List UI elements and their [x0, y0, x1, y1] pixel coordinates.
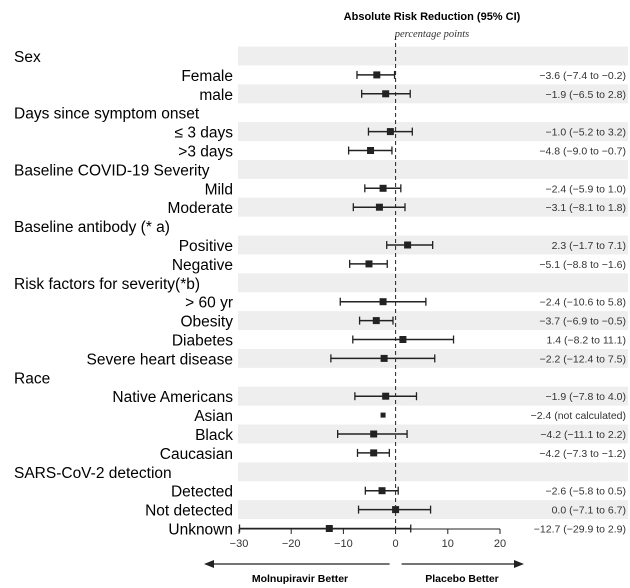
subgroup-label: Obesity	[180, 314, 233, 331]
group-header-label: Baseline COVID-19 Severity	[14, 162, 210, 179]
ci-text: −2.4 (not calculated)	[531, 410, 626, 422]
row-band	[238, 500, 628, 520]
subgroup-label: Female	[181, 68, 233, 85]
point-estimate	[370, 449, 378, 457]
footer-left-label: Molnupiravir Better	[252, 573, 348, 585]
x-tick-label: 20	[494, 538, 506, 550]
row-band	[238, 273, 628, 293]
subgroup-label: Severe heart disease	[87, 351, 233, 368]
ci-text: −3.1 (−8.1 to 1.8)	[545, 202, 626, 214]
ci-text: −5.1 (−8.8 to −1.6)	[539, 259, 626, 271]
right-arrowhead	[514, 560, 524, 568]
ci-text: −3.7 (−6.9 to −0.5)	[539, 316, 626, 328]
point-estimate	[380, 412, 386, 418]
ci-text: 1.4 (−8.2 to 11.1)	[547, 335, 626, 347]
row-band	[238, 386, 628, 406]
point-estimate	[392, 506, 400, 514]
subgroup-label: Mild	[205, 181, 233, 198]
point-estimate	[367, 147, 375, 154]
ci-text: −1.0 (−5.2 to 3.2)	[545, 127, 626, 139]
point-estimate	[365, 260, 373, 268]
subgroup-label: male	[199, 87, 233, 104]
group-header-label: SARS-CoV-2 detection	[14, 465, 172, 482]
x-axis: −30 −20 −10 0 10 20	[204, 36, 524, 568]
point-estimate	[379, 298, 387, 306]
ci-text: 2.3 (−1.7 to 7.1)	[552, 240, 626, 252]
point-estimate	[399, 336, 407, 343]
x-tick-label: −20	[282, 538, 301, 550]
point-estimate	[373, 71, 381, 79]
ci-text: −4.2 (−11.1 to 2.2)	[540, 429, 626, 441]
row-band	[238, 122, 628, 142]
ci-text: −4.8 (−9.0 to −0.7)	[539, 146, 626, 158]
x-tick-label: 10	[442, 538, 454, 550]
ci-text: −1.9 (−7.8 to 4.0)	[545, 391, 626, 403]
subgroup-label: Asian	[194, 408, 233, 425]
subgroup-label: Positive	[179, 238, 233, 255]
subgroup-label: ≤ 3 days	[175, 125, 234, 142]
subgroup-label: >3 days	[178, 144, 233, 161]
row-labels: Sex Female male Days since symptom onset ≤ 3…	[14, 49, 233, 539]
ci-text: −2.4 (−5.9 to 1.0)	[545, 183, 626, 195]
x-tick-label: −30	[230, 538, 249, 550]
group-header-label: Race	[14, 370, 50, 387]
chart-title: Absolute Risk Reduction (95% CI)	[344, 11, 521, 23]
ci-text: −12.7 (−29.9 to 2.9)	[534, 524, 626, 536]
point-estimate	[378, 487, 386, 495]
footer-right-label: Placebo Better	[425, 573, 499, 585]
subgroup-label: Unknown	[168, 522, 233, 539]
point-estimate	[386, 128, 394, 136]
point-estimate	[379, 184, 387, 192]
ci-text: −2.6 (−5.8 to 0.5)	[545, 486, 626, 498]
group-header-label: Days since symptom onset	[14, 106, 200, 123]
subgroup-label: Negative	[172, 257, 233, 274]
row-band	[238, 84, 628, 104]
row-band	[238, 311, 628, 331]
row-band	[238, 462, 628, 482]
subgroup-label: Moderate	[168, 200, 233, 217]
point-estimate	[382, 90, 390, 98]
group-header-label: Baseline antibody (* a)	[14, 219, 170, 236]
subgroup-label: Caucasian	[160, 446, 233, 463]
point-estimate	[382, 392, 390, 400]
group-header-label: Risk factors for severity(*b)	[14, 276, 200, 293]
row-band	[238, 424, 628, 444]
ci-text: −2.4 (−10.6 to 5.8)	[540, 297, 626, 309]
row-band	[238, 197, 628, 217]
chart-subtitle: percentage points	[394, 29, 470, 40]
row-band	[238, 46, 628, 66]
x-tick-label: 0	[393, 538, 399, 550]
group-header-label: Sex	[14, 49, 41, 66]
subgroup-label: Diabetes	[172, 333, 233, 350]
point-estimate	[372, 317, 380, 325]
ci-text: −4.2 (−7.3 to −1.2)	[539, 448, 626, 460]
subgroup-label: Native Americans	[112, 389, 233, 406]
ci-texts: −3.6 (−7.4 to −0.2) −1.9 (−6.5 to 2.8) −1.…	[531, 70, 626, 536]
x-tick-label: −10	[334, 538, 353, 550]
point-estimate	[380, 354, 388, 362]
point-estimate	[375, 203, 383, 211]
subgroup-label: Black	[195, 427, 233, 444]
subgroup-label: Not detected	[145, 503, 233, 520]
ci-text: 0.0 (−7.1 to 6.7)	[552, 505, 626, 517]
direction-footer: Molnupiravir Better Placebo Better	[252, 573, 499, 585]
left-arrowhead	[204, 560, 214, 568]
ci-text: −1.9 (−6.5 to 2.8)	[545, 89, 626, 101]
ci-text: −3.6 (−7.4 to −0.2)	[539, 70, 626, 82]
ci-text: −2.2 (−12.4 to 7.5)	[540, 353, 626, 365]
row-band	[238, 159, 628, 179]
point-estimate	[370, 430, 378, 438]
point-estimate	[404, 241, 412, 249]
subgroup-label: Detected	[171, 484, 233, 501]
subgroup-label: > 60 yr	[185, 295, 233, 312]
